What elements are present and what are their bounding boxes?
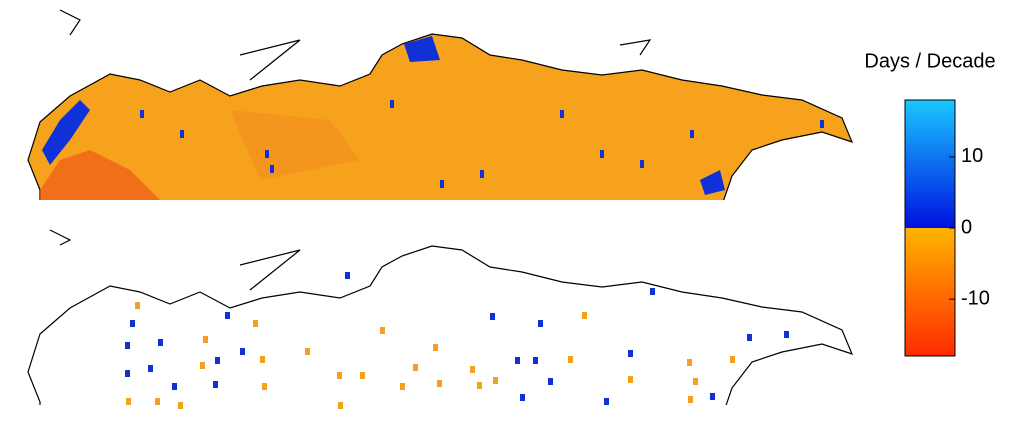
bottom-map: [27, 229, 853, 405]
station: [125, 342, 130, 349]
station: [582, 312, 587, 319]
top-map-dots: [140, 100, 824, 188]
colorbar-tick-label: 0: [961, 216, 972, 238]
station: [490, 313, 495, 320]
station: [687, 359, 692, 366]
blue-pixel: [265, 150, 269, 158]
station: [710, 393, 715, 400]
station: [548, 378, 553, 385]
station: [538, 320, 543, 327]
station: [126, 398, 131, 405]
blue-pixel: [820, 120, 824, 128]
station: [213, 381, 218, 388]
station: [400, 383, 405, 390]
blue-pixel: [600, 150, 604, 158]
station: [148, 365, 153, 372]
station: [360, 372, 365, 379]
blue-pixel: [480, 170, 484, 178]
colorbar-gradient: [904, 99, 956, 357]
station: [470, 366, 475, 373]
station: [568, 356, 573, 363]
station: [650, 288, 655, 295]
blue-pixel: [440, 180, 444, 188]
station: [203, 336, 208, 343]
station: [493, 377, 498, 384]
station: [433, 344, 438, 351]
station: [135, 302, 140, 309]
station: [604, 398, 609, 405]
station: [215, 357, 220, 364]
blue-pixel: [180, 130, 184, 138]
station: [380, 327, 385, 334]
station: [413, 364, 418, 371]
station: [125, 370, 130, 377]
station: [200, 362, 205, 369]
blue-pixel: [560, 110, 564, 118]
station: [437, 380, 442, 387]
station: [155, 398, 160, 405]
station: [477, 382, 482, 389]
station: [693, 378, 698, 385]
top-map: [27, 9, 853, 200]
station: [628, 376, 633, 383]
station: [345, 272, 350, 279]
station: [253, 320, 258, 327]
colorbar-tick-label: 10: [961, 145, 983, 167]
station: [158, 339, 163, 346]
blue-pixel: [690, 130, 694, 138]
colorbar: 10 0 -10: [904, 99, 990, 357]
station: [533, 357, 538, 364]
blue-pixel: [270, 165, 274, 173]
station: [784, 331, 789, 338]
station: [628, 350, 633, 357]
colorbar-label: Days / Decade: [864, 50, 995, 72]
station: [337, 372, 342, 379]
station: [515, 357, 520, 364]
station: [260, 356, 265, 363]
station: [747, 334, 752, 341]
station: [178, 402, 183, 409]
station: [240, 348, 245, 355]
station: [688, 396, 693, 403]
station: [130, 320, 135, 327]
colorbar-tick-label: -10: [961, 287, 990, 309]
station: [172, 383, 177, 390]
blue-pixel: [140, 110, 144, 118]
station: [305, 348, 310, 355]
station: [262, 383, 267, 390]
station: [225, 312, 230, 319]
station: [520, 394, 525, 401]
blue-pixel: [640, 160, 644, 168]
bottom-map-stations: [125, 272, 789, 409]
station: [730, 356, 735, 363]
station: [338, 402, 343, 409]
blue-pixel: [390, 100, 394, 108]
